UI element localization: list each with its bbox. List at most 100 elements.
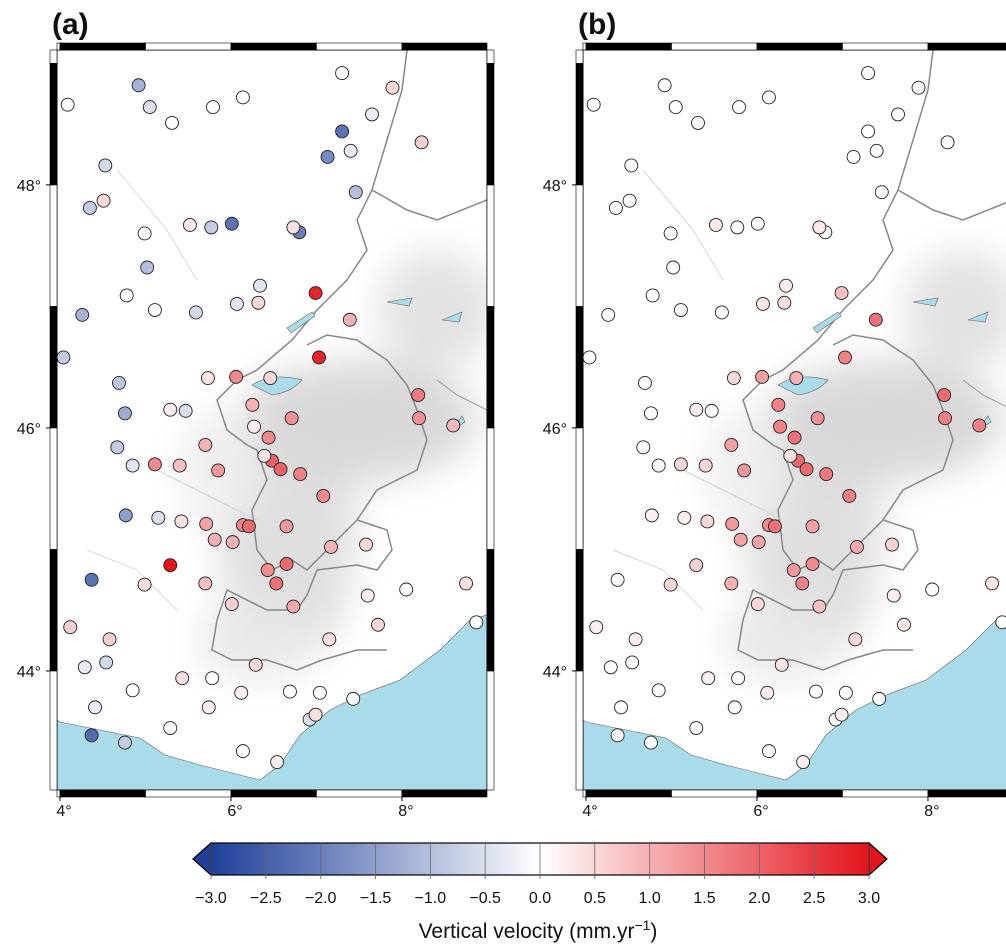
frame-band [50, 50, 57, 63]
station [813, 221, 826, 234]
station [280, 557, 293, 570]
station [287, 221, 300, 234]
station [199, 438, 212, 451]
station [236, 745, 249, 758]
station [85, 573, 98, 586]
frame-band [60, 790, 145, 797]
station [254, 279, 267, 292]
station [806, 557, 819, 570]
station [926, 583, 939, 596]
station [835, 287, 848, 300]
frame-band [487, 63, 494, 185]
station [797, 756, 810, 769]
station [372, 618, 385, 631]
station [236, 91, 249, 104]
station [725, 577, 738, 590]
station [57, 351, 70, 364]
station [366, 108, 379, 121]
station [249, 658, 262, 671]
station [152, 511, 165, 524]
frame-band [842, 790, 927, 797]
station [623, 194, 636, 207]
station [208, 533, 221, 546]
station [336, 125, 349, 138]
station [64, 621, 77, 634]
station [912, 81, 925, 94]
station [701, 515, 714, 528]
station [470, 616, 483, 629]
map-body [583, 50, 1006, 790]
station [898, 618, 911, 631]
station [226, 536, 239, 549]
station [664, 578, 677, 591]
station [690, 722, 703, 735]
frame-band [583, 790, 586, 797]
station [809, 685, 822, 698]
station [447, 419, 460, 432]
station [843, 489, 856, 502]
station [690, 559, 703, 572]
station [100, 656, 113, 669]
map-panel: 4°6°8°44°46°48°(b) [543, 8, 1006, 820]
station [780, 279, 793, 292]
station [892, 108, 905, 121]
station [705, 404, 718, 417]
frame-band [316, 790, 401, 797]
station [728, 701, 741, 714]
station [118, 736, 131, 749]
station [344, 144, 357, 157]
map-body [57, 50, 497, 790]
station [644, 736, 657, 749]
station [727, 372, 740, 385]
frame-band [928, 43, 1006, 50]
colorbar-label-exponent: −1 [634, 917, 650, 933]
station [850, 540, 863, 553]
station [270, 577, 283, 590]
station [678, 511, 691, 524]
station [189, 306, 202, 319]
frame-band [50, 185, 57, 307]
station [230, 297, 243, 310]
x-tick-label: 6° [227, 803, 242, 820]
station [625, 159, 638, 172]
station [132, 79, 145, 92]
station [148, 304, 161, 317]
station [583, 351, 596, 364]
station [164, 722, 177, 735]
station [343, 313, 356, 326]
station [768, 520, 781, 533]
station [756, 297, 769, 310]
frame-band [576, 671, 583, 790]
station [813, 600, 826, 613]
station [317, 489, 330, 502]
station [787, 564, 800, 577]
station [148, 458, 161, 471]
station [400, 583, 413, 596]
station [412, 389, 425, 402]
station [294, 468, 307, 481]
station [207, 101, 220, 114]
station [869, 313, 882, 326]
station [309, 287, 322, 300]
station [324, 540, 337, 553]
station [262, 431, 275, 444]
x-tick-label: 4° [582, 803, 597, 820]
station [321, 150, 334, 163]
station [264, 372, 277, 385]
station [280, 520, 293, 533]
station [941, 136, 954, 149]
station [89, 701, 102, 714]
station [870, 144, 883, 157]
colorbar-under [193, 843, 211, 875]
frame-band [145, 43, 230, 50]
x-tick-label: 8° [924, 803, 939, 820]
station [886, 538, 899, 551]
station [658, 79, 671, 92]
station [873, 692, 886, 705]
station [709, 218, 722, 231]
station [691, 116, 704, 129]
station [996, 616, 1006, 629]
station [323, 633, 336, 646]
colorbar-label-end: ) [650, 920, 657, 943]
frame-band [576, 549, 583, 671]
